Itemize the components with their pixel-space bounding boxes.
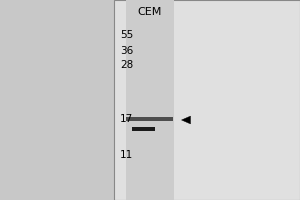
Text: CEM: CEM	[138, 7, 162, 17]
Polygon shape	[182, 116, 190, 124]
Bar	[114, 0, 300, 200]
Text: 55: 55	[120, 30, 134, 40]
Text: 28: 28	[120, 60, 134, 70]
Text: 17: 17	[120, 114, 134, 124]
Text: 11: 11	[120, 150, 134, 160]
Bar	[126, 0, 174, 200]
Bar	[126, 117, 172, 121]
Bar	[132, 127, 155, 131]
Text: 36: 36	[120, 46, 134, 56]
